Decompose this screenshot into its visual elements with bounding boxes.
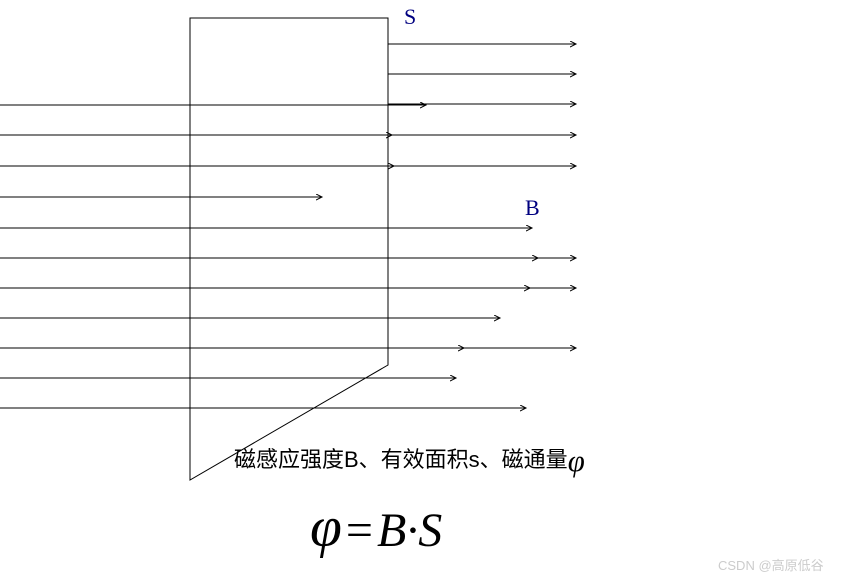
watermark-text: CSDN @高原低谷 xyxy=(718,555,824,574)
caption-text: 磁感应强度B、有效面积s、磁通量φ xyxy=(234,442,585,479)
field-lines-left xyxy=(0,105,538,408)
phi-symbol-icon: φ xyxy=(568,444,585,478)
label-surface-S: S xyxy=(404,4,416,30)
caption-main: 磁感应强度B、有效面积s、磁通量 xyxy=(234,447,568,472)
diagram-canvas: S B 磁感应强度B、有效面积s、磁通量φ φ=B·S CSDN @高原低谷 xyxy=(0,0,841,577)
field-lines-right xyxy=(388,44,576,348)
diagram-svg xyxy=(0,0,841,577)
formula-text: φ=B·S xyxy=(310,495,442,560)
formula-rhs: B·S xyxy=(377,504,442,557)
equals-sign: = xyxy=(346,504,373,557)
phi-symbol-icon: φ xyxy=(310,496,342,559)
surface-plane xyxy=(190,18,388,480)
label-field-B: B xyxy=(525,195,540,221)
